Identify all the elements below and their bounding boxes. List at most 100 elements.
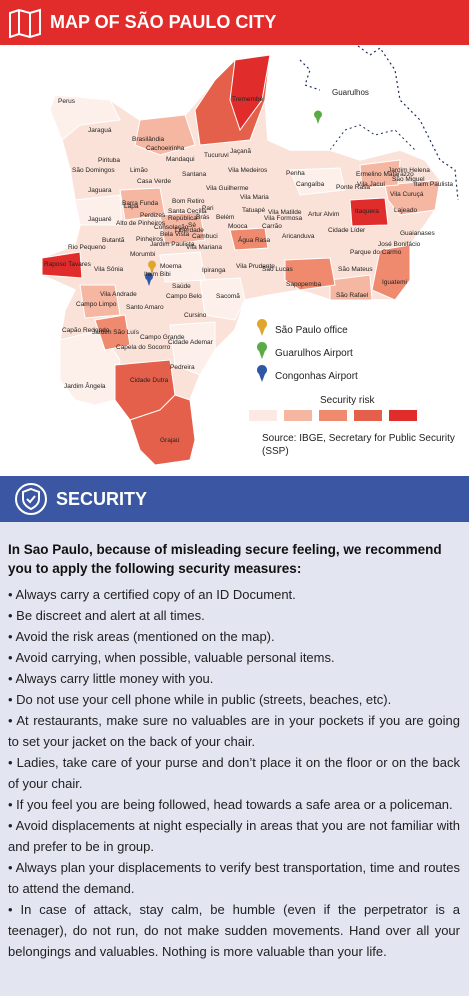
legend-item: Congonhas Airport xyxy=(275,371,358,382)
district-label: São Mateus xyxy=(338,266,373,273)
bullet-list: • Always carry a certified copy of an ID… xyxy=(8,584,460,962)
district-label: Cidade Dutra xyxy=(130,377,169,384)
district-label: Sapopemba xyxy=(286,281,321,288)
district-label: Saúde xyxy=(172,283,191,290)
district-label: Ponte Rasa xyxy=(336,184,370,191)
source: Source: IBGE, Secretary for Public Secur… xyxy=(262,433,455,457)
district-label: Cidade Líder xyxy=(328,227,366,234)
district-label: Itaim Paulista xyxy=(414,181,453,188)
district-label: Tucuruvi xyxy=(204,152,229,159)
district-label: José Bonifácio xyxy=(378,241,421,248)
district-label: Morumbi xyxy=(130,251,155,258)
district-label: Bom Retiro xyxy=(172,198,205,205)
bullet: • Always plan your displacements to veri… xyxy=(8,860,460,896)
district-label: República xyxy=(168,215,197,222)
district-label: Carrão xyxy=(262,223,282,230)
district-label: Barra Funda xyxy=(122,200,159,207)
district-label: Alto de Pinheiros xyxy=(116,220,166,227)
district-label: Sé xyxy=(188,222,196,229)
district-label: Raposo Tavares xyxy=(44,261,92,268)
district-label: Liberdade xyxy=(175,227,204,234)
district-label: Itaim Bibi xyxy=(144,271,171,278)
district-label: Santana xyxy=(182,171,207,178)
district-label: Capela do Socorro xyxy=(116,344,171,351)
district-label: Jardim Ângela xyxy=(64,381,106,390)
district-label: Mooca xyxy=(228,223,248,230)
district-label: Campo Belo xyxy=(166,293,202,300)
district-label: Butantã xyxy=(102,237,125,244)
map: Guarulhos São Paulo office Guarulhos Air… xyxy=(41,45,459,466)
district-label: Bela Vista xyxy=(160,231,190,238)
district-label: Jardim Helena xyxy=(388,167,430,174)
district-label: São Rafael xyxy=(336,292,369,299)
district-label: Sacomã xyxy=(216,293,240,300)
district-label: Jaguaré xyxy=(88,216,112,223)
security-title: SECURITY xyxy=(56,488,148,509)
district-label: Mandaqui xyxy=(166,156,195,163)
district-label: Vila Matilde xyxy=(268,209,302,216)
district-label: Jardim São Luís xyxy=(92,329,140,336)
district-label: Santo Amaro xyxy=(126,304,164,311)
district-label: Cambuci xyxy=(192,233,218,240)
district-label: Iguatemi xyxy=(382,279,407,286)
district-label: Cachoeirinha xyxy=(146,145,185,152)
district-label: Pirituba xyxy=(98,157,120,164)
bullet: • Avoid the risk areas (mentioned on the… xyxy=(8,629,275,644)
district-label: Pedreira xyxy=(170,364,195,371)
district-label: Consolação xyxy=(154,224,189,231)
district-label: Casa Verde xyxy=(137,178,171,185)
district-label: Brás xyxy=(196,214,210,221)
bullet: • If you feel you are being followed, he… xyxy=(8,797,453,812)
district-label: Perdizes xyxy=(140,212,166,219)
risk-title: Security risk xyxy=(320,395,375,406)
district-label: Vila Medeiros xyxy=(228,167,268,174)
district-label: Campo Grande xyxy=(140,334,185,341)
map-title: MAP OF SÃO PAULO CITY xyxy=(50,12,277,32)
district-label: Vila Mariana xyxy=(186,244,222,251)
bullet: • Avoid carrying, when possible, valuabl… xyxy=(8,650,335,665)
district-label: Ipiranga xyxy=(202,267,226,274)
neighbor-label: Guarulhos xyxy=(332,88,369,97)
district-label: Moema xyxy=(160,263,182,270)
bullet: • Ladies, take care of your purse and do… xyxy=(8,755,460,791)
district-label: Vila Curuçá xyxy=(390,191,424,198)
district-label: Lajeado xyxy=(394,207,418,214)
district-label: São Lucas xyxy=(262,266,293,273)
district-label: Rio Pequeno xyxy=(68,244,106,251)
bullet: • Avoid displacements at night especiall… xyxy=(8,818,460,854)
district-label: Água Rasa xyxy=(238,235,271,244)
security-header: SECURITY xyxy=(0,476,469,522)
intro: In Sao Paulo, because of misleading secu… xyxy=(8,542,442,576)
district-label: Cursino xyxy=(184,312,207,319)
district-label: Jaraguá xyxy=(88,127,112,134)
district-label: São Miguel xyxy=(392,176,425,183)
legend-item: São Paulo office xyxy=(275,325,348,336)
district-label: Vila Maria xyxy=(240,194,269,201)
district-label: Parque do Carmo xyxy=(350,249,402,256)
district-label: Aricanduva xyxy=(282,233,315,240)
security-body: In Sao Paulo, because of misleading secu… xyxy=(0,522,469,996)
district-label: Grajaú xyxy=(160,437,180,444)
district-label: Brasilândia xyxy=(132,136,165,143)
district-label: Belém xyxy=(216,214,234,221)
district-label: Campo Limpo xyxy=(76,301,117,308)
district-label: Jardim Paulista xyxy=(150,241,195,248)
district-label: Vila Jacuí xyxy=(357,181,385,188)
bullet: • Always carry little money with you. xyxy=(8,671,214,686)
district-label: Guaianases xyxy=(400,230,435,237)
district-label: Limão xyxy=(130,167,148,174)
bullet: • Do not use your cell phone while in pu… xyxy=(8,692,392,707)
bullet: • Always carry a certified copy of an ID… xyxy=(8,587,296,602)
district-label: São Domingos xyxy=(72,167,115,174)
district-label: Tatuapé xyxy=(242,207,266,214)
district-label: Capão Redondo xyxy=(62,327,110,334)
district-label: Penha xyxy=(286,170,305,177)
district-label: Pinheiros xyxy=(136,236,164,243)
bullet: • In case of attack, stay calm, be humbl… xyxy=(8,902,460,959)
map-icon xyxy=(9,8,41,38)
district-label: Vila Andrade xyxy=(100,291,137,298)
district-label: Jaguara xyxy=(88,187,112,194)
district-label: Lapa xyxy=(124,203,139,210)
district-label: Vila Sônia xyxy=(94,266,124,273)
